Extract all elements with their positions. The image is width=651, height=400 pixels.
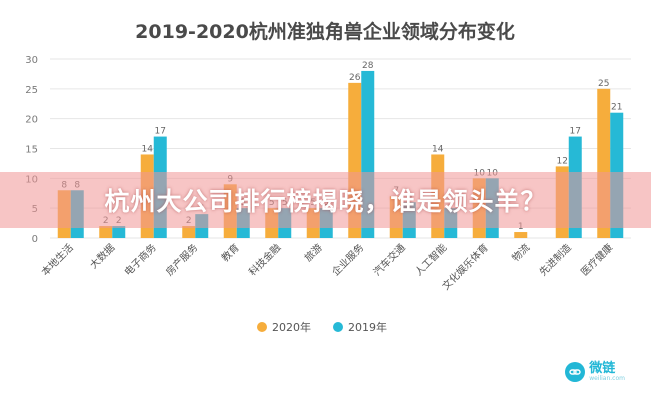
bar-2019 [112, 226, 126, 238]
bar-2020 [99, 226, 113, 238]
category-label: 医疗健康 [578, 241, 615, 278]
data-label: 25 [598, 79, 609, 89]
data-label: 28 [362, 61, 374, 71]
x-axis-labels: 本地生活 大数据 电子商务 房产服务 教育 科技金融 旅游 企业服务 汽车交通 人工智能文化娱乐体… [38, 241, 615, 293]
data-label: 12 [557, 156, 568, 166]
category-label: 教育 [219, 241, 242, 264]
chain-logo-icon [565, 362, 586, 382]
data-label: 26 [349, 73, 361, 83]
category-label: 房产服务 [163, 241, 200, 278]
category-label: 科技金融 [246, 241, 283, 278]
legend-marker-2020 [257, 322, 267, 332]
category-label: 大数据 [87, 241, 117, 271]
legend-label-2019: 2019年 [348, 320, 387, 334]
y-tick-label: 20 [25, 115, 38, 126]
category-label: 先进制造 [536, 241, 573, 278]
bar-2020 [182, 226, 196, 238]
chart-title: 2019-2020杭州准独角兽企业领域分布变化 [135, 20, 515, 43]
data-label: 14 [432, 144, 444, 154]
watermark-sub: weilian.com [589, 375, 625, 382]
watermark: 微链 weilian.com [565, 362, 625, 382]
legend-marker-2019 [333, 322, 343, 332]
legend-label-2020: 2020年 [272, 320, 311, 334]
watermark-brand: 微链 [589, 361, 616, 376]
category-label: 电子商务 [121, 241, 158, 278]
category-label: 物流 [509, 241, 532, 264]
category-label: 汽车交通 [370, 241, 407, 278]
category-label: 本地生活 [38, 241, 75, 278]
category-label: 企业服务 [329, 241, 366, 278]
legend: 2020年 2019年 [257, 320, 387, 334]
data-label: 17 [570, 127, 581, 137]
headline-text: 杭州大公司排行榜揭晓，谁是领头羊？ [104, 187, 547, 216]
data-label: 14 [142, 144, 154, 154]
data-label: 17 [155, 127, 166, 137]
headline-banner: 杭州大公司排行榜揭晓，谁是领头羊？ [0, 172, 651, 228]
bar-2020 [514, 232, 528, 238]
y-tick-label: 25 [25, 85, 38, 96]
category-label: 旅游 [302, 241, 325, 264]
y-tick-label: 0 [32, 234, 38, 245]
y-tick-label: 30 [25, 55, 38, 66]
category-label: 人工智能 [412, 241, 449, 278]
y-tick-label: 15 [25, 145, 38, 156]
data-label: 21 [611, 103, 622, 113]
